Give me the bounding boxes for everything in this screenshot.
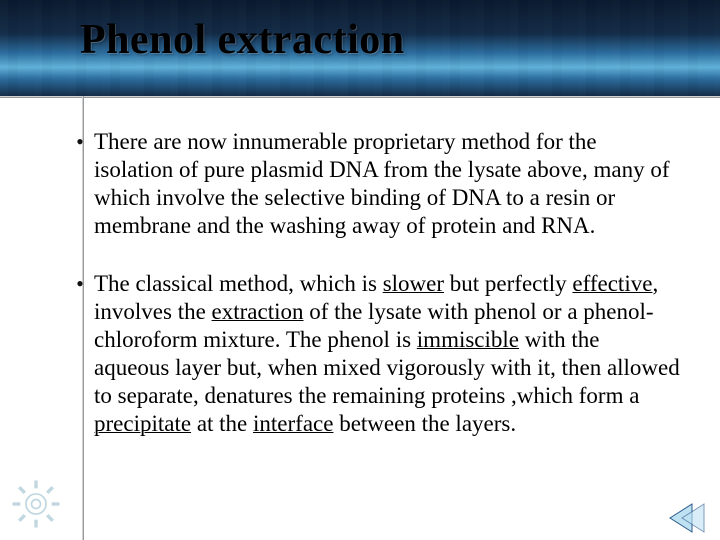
underlined-term: extraction — [212, 299, 304, 324]
slide-title: Phenol extraction — [80, 16, 405, 64]
gear-icon — [8, 476, 64, 532]
bullet-text: There are now innumerable proprietary me… — [94, 128, 680, 240]
text-run: but perfectly — [444, 271, 572, 296]
bullet-item: • There are now innumerable proprietary … — [66, 128, 680, 240]
content-area: • There are now innumerable proprietary … — [66, 128, 680, 468]
underlined-term: interface — [253, 411, 333, 436]
horizontal-rule — [0, 96, 720, 98]
underlined-term: effective — [572, 271, 652, 296]
bullet-item: • The classical method, which is slower … — [66, 270, 680, 438]
text-run: between the layers. — [333, 411, 516, 436]
bullet-marker: • — [66, 128, 94, 156]
underlined-term: immiscible — [417, 327, 519, 352]
underlined-term: precipitate — [94, 411, 191, 436]
text-run: There are now innumerable proprietary me… — [94, 129, 670, 238]
bullet-text: The classical method, which is slower bu… — [94, 270, 680, 438]
bullet-marker: • — [66, 270, 94, 298]
underlined-term: slower — [383, 271, 444, 296]
text-run: at the — [191, 411, 253, 436]
prev-arrow-icon[interactable] — [668, 502, 710, 534]
header-band: Phenol extraction — [0, 0, 720, 96]
text-run: The classical method, which is — [94, 271, 383, 296]
